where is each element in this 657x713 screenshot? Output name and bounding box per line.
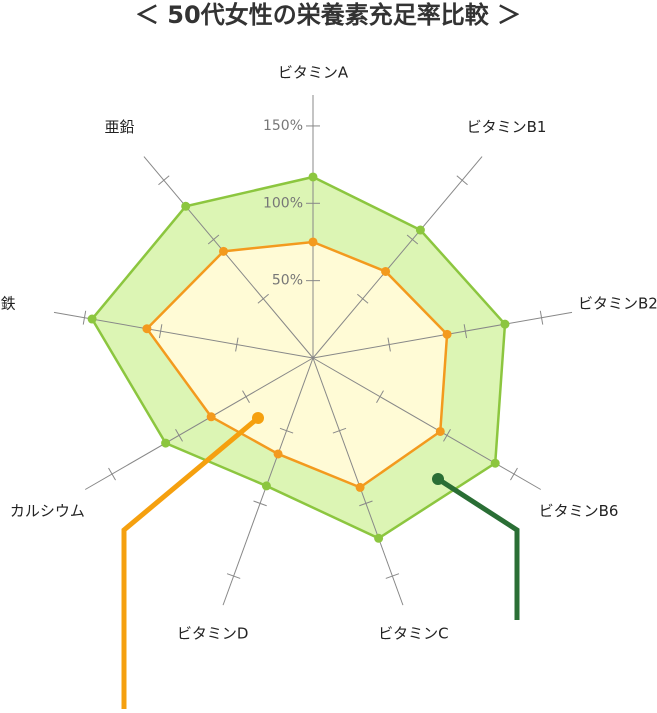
- r-tick-label: 100%: [263, 195, 303, 211]
- category-label: ビタミンB6: [539, 502, 619, 520]
- tick-mark: [158, 175, 170, 186]
- tick-mark: [376, 390, 384, 403]
- chart-title: ＜ 50代女性の栄養素充足率比較 ＞: [135, 1, 521, 29]
- callout-dot: [252, 412, 264, 424]
- r-tick-label: 150%: [263, 118, 303, 134]
- category-label: 亜鉛: [104, 118, 134, 136]
- tick-mark: [359, 500, 373, 507]
- data-point: [381, 266, 391, 276]
- category-label: カルシウム: [10, 502, 85, 520]
- data-point: [374, 533, 384, 543]
- tick-mark: [463, 324, 468, 339]
- category-label: ビタミンD: [177, 624, 249, 642]
- tick-mark: [510, 467, 518, 481]
- radar-area: [145, 240, 449, 489]
- axis-spoke: [312, 357, 542, 490]
- data-point: [206, 412, 216, 422]
- data-point: [181, 201, 191, 211]
- data-point: [500, 319, 510, 329]
- tick-mark: [158, 324, 163, 339]
- callout-line: [436, 476, 520, 620]
- tick-mark: [235, 337, 239, 352]
- data-point: [161, 438, 171, 448]
- tick-mark: [406, 234, 419, 245]
- tick-mark: [226, 573, 241, 579]
- axis-spoke: [312, 156, 483, 359]
- tick-mark: [257, 293, 269, 304]
- data-point: [308, 237, 318, 247]
- data-point: [261, 481, 271, 491]
- tick-mark: [279, 427, 294, 434]
- category-label: ビタミンA: [278, 64, 349, 82]
- category-label: ビタミンB2: [578, 295, 657, 313]
- axis-spoke: [222, 357, 314, 606]
- tick-mark: [207, 234, 220, 245]
- data-point: [415, 225, 425, 235]
- callout-line: [121, 416, 260, 709]
- data-point: [87, 314, 97, 324]
- category-label: 鉄: [1, 295, 16, 313]
- data-point: [355, 482, 365, 492]
- axis-spoke: [143, 156, 314, 359]
- tick-mark: [175, 429, 183, 442]
- axis-spoke: [84, 357, 314, 490]
- data-point: [219, 246, 229, 256]
- axis-spoke: [312, 357, 404, 606]
- tick-mark: [242, 390, 250, 403]
- tick-mark: [357, 293, 369, 304]
- category-label: ビタミンB1: [467, 118, 547, 136]
- data-point: [442, 329, 452, 339]
- axis-spoke: [312, 311, 573, 359]
- tick-mark: [539, 310, 544, 325]
- tick-mark: [387, 337, 391, 352]
- category-label: ビタミンC: [378, 624, 448, 642]
- tick-mark: [456, 175, 468, 186]
- radar-plot: 50% 100% 150% ビタミンA ビタミンB1 ビタミンB2 ビタミンB6 ビタミンC ビ…: [1, 64, 657, 643]
- tick-mark: [332, 427, 347, 434]
- r-tick-label: 50%: [272, 273, 303, 289]
- data-point: [142, 324, 152, 334]
- data-point: [435, 426, 445, 436]
- axis-spoke: [53, 311, 314, 359]
- tick-mark: [385, 573, 400, 579]
- callout-dot: [432, 473, 444, 485]
- tick-mark: [82, 310, 87, 325]
- data-point: [490, 458, 500, 468]
- data-point: [308, 172, 318, 182]
- tick-mark: [108, 467, 116, 481]
- data-point: [273, 449, 283, 459]
- tick-mark: [443, 429, 451, 442]
- tick-mark: [253, 500, 267, 507]
